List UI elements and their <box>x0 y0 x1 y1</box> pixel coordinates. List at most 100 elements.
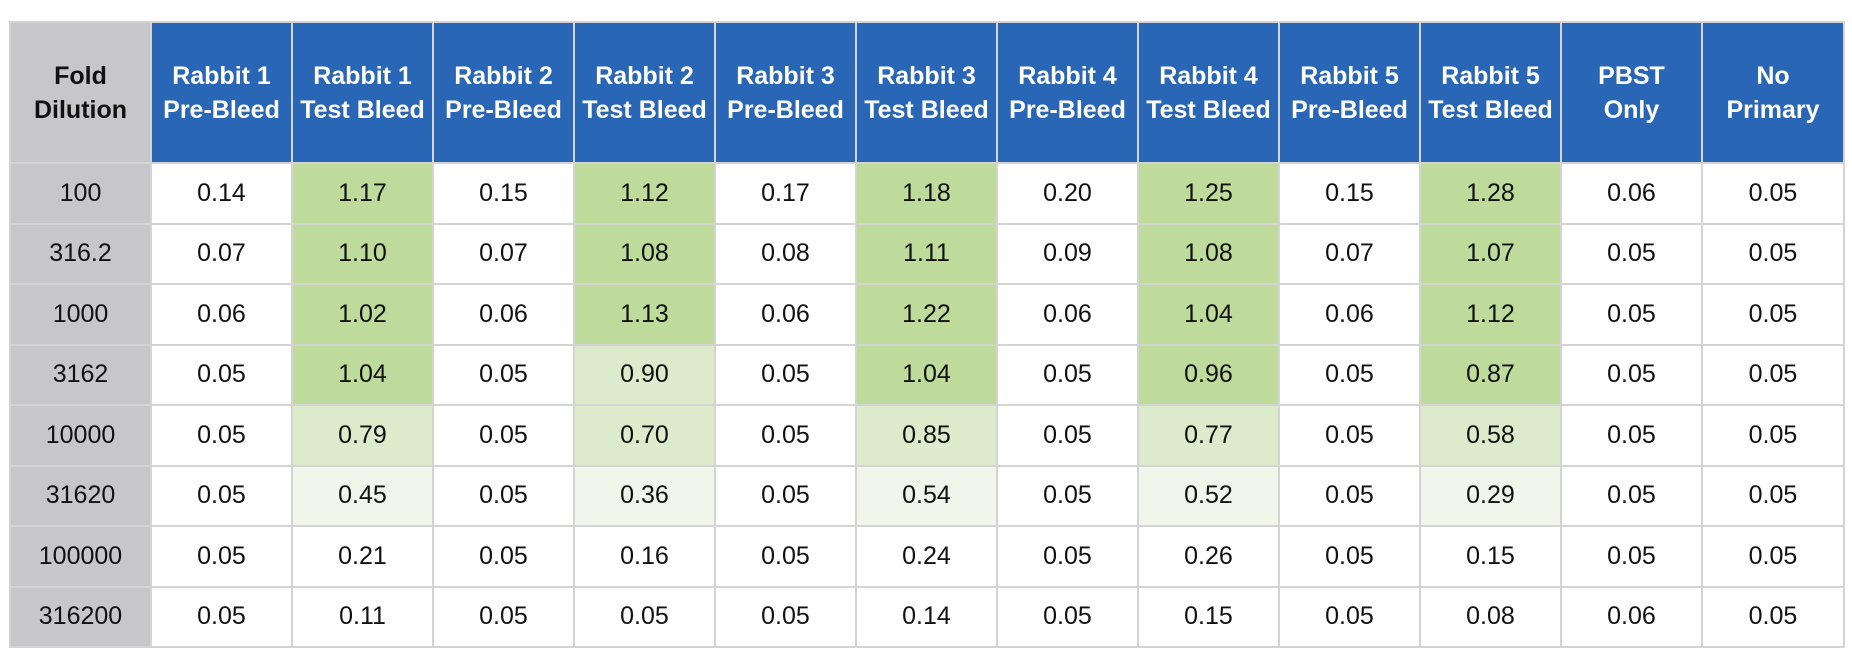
column-header-label: Rabbit 3 Test Bleed <box>864 61 989 124</box>
data-cell: 0.07 <box>150 222 293 285</box>
header-row: Fold Dilution Rabbit 1 Pre-Bleed Rabbit 1… <box>9 21 1845 164</box>
elisa-titer-table-frame: Fold Dilution Rabbit 1 Pre-Bleed Rabbit 1… <box>9 21 1845 648</box>
data-cell: 1.25 <box>1137 162 1280 225</box>
data-cell: 1.04 <box>291 343 434 406</box>
data-cell: 0.45 <box>291 464 434 527</box>
row-header-dilution: 100 <box>9 162 152 225</box>
data-cell: 0.05 <box>573 585 716 648</box>
data-cell: 0.58 <box>1419 404 1562 467</box>
column-header-label: Rabbit 1 Pre-Bleed <box>163 61 280 124</box>
data-cell: 0.05 <box>432 585 575 648</box>
data-cell: 0.05 <box>714 525 857 588</box>
data-cell: 0.05 <box>1701 585 1845 648</box>
data-cell: 1.12 <box>1419 283 1562 346</box>
column-header-label: Rabbit 4 Test Bleed <box>1146 61 1271 124</box>
column-header: Rabbit 5 Test Bleed <box>1419 21 1562 164</box>
data-cell: 0.05 <box>1278 343 1421 406</box>
row-header-dilution: 31620 <box>9 464 152 527</box>
data-cell: 0.05 <box>432 404 575 467</box>
data-cell: 0.06 <box>1560 585 1703 648</box>
data-cell: 1.10 <box>291 222 434 285</box>
corner-header-cell: Fold Dilution <box>9 21 152 164</box>
column-header-label: Rabbit 1 Test Bleed <box>300 61 425 124</box>
data-cell: 0.87 <box>1419 343 1562 406</box>
column-header-label: Rabbit 3 Pre-Bleed <box>727 61 844 124</box>
data-cell: 0.14 <box>150 162 293 225</box>
data-cell: 0.77 <box>1137 404 1280 467</box>
data-cell: 1.04 <box>1137 283 1280 346</box>
data-cell: 1.17 <box>291 162 434 225</box>
data-cell: 0.06 <box>1278 283 1421 346</box>
data-cell: 0.05 <box>996 585 1139 648</box>
data-cell: 0.05 <box>714 343 857 406</box>
data-cell: 0.05 <box>1701 525 1845 588</box>
data-cell: 0.06 <box>714 283 857 346</box>
column-header: Rabbit 5 Pre-Bleed <box>1278 21 1421 164</box>
column-header-label: Rabbit 2 Test Bleed <box>582 61 707 124</box>
data-cell: 0.15 <box>1278 162 1421 225</box>
table-row: 10000 0.05 0.79 0.05 0.70 0.05 0.85 0.05 0.77 0.0… <box>9 404 1845 467</box>
data-cell: 0.05 <box>1701 464 1845 527</box>
data-cell: 0.05 <box>150 525 293 588</box>
column-header: PBST Only <box>1560 21 1703 164</box>
data-cell: 0.05 <box>714 404 857 467</box>
data-cell: 0.05 <box>432 464 575 527</box>
data-cell: 1.22 <box>855 283 998 346</box>
data-cell: 1.11 <box>855 222 998 285</box>
column-header: Rabbit 1 Test Bleed <box>291 21 434 164</box>
data-cell: 0.16 <box>573 525 716 588</box>
column-header: Rabbit 2 Test Bleed <box>573 21 716 164</box>
column-header-label: Rabbit 4 Pre-Bleed <box>1009 61 1126 124</box>
data-cell: 0.05 <box>1701 343 1845 406</box>
data-cell: 0.05 <box>1701 162 1845 225</box>
data-cell: 0.14 <box>855 585 998 648</box>
data-cell: 0.05 <box>1278 464 1421 527</box>
data-cell: 0.96 <box>1137 343 1280 406</box>
data-cell: 0.05 <box>1560 343 1703 406</box>
row-header-dilution: 10000 <box>9 404 152 467</box>
data-cell: 1.08 <box>1137 222 1280 285</box>
data-cell: 0.05 <box>996 404 1139 467</box>
column-header-label: PBST Only <box>1598 61 1665 124</box>
data-cell: 0.06 <box>1560 162 1703 225</box>
column-header: Rabbit 1 Pre-Bleed <box>150 21 293 164</box>
column-header: No Primary <box>1701 21 1845 164</box>
data-cell: 0.05 <box>714 464 857 527</box>
data-cell: 1.08 <box>573 222 716 285</box>
table-body: 100 0.14 1.17 0.15 1.12 0.17 1.18 0.20 1.25 0.15 1… <box>9 162 1845 648</box>
data-cell: 0.06 <box>432 283 575 346</box>
data-cell: 0.05 <box>1701 283 1845 346</box>
table-row: 316.2 0.07 1.10 0.07 1.08 0.08 1.11 0.09 1.08 0.0… <box>9 222 1845 285</box>
row-header-dilution: 1000 <box>9 283 152 346</box>
data-cell: 0.52 <box>1137 464 1280 527</box>
data-cell: 0.05 <box>1560 464 1703 527</box>
table-row: 100000 0.05 0.21 0.05 0.16 0.05 0.24 0.05 0.26 0.… <box>9 525 1845 588</box>
column-header: Rabbit 4 Test Bleed <box>1137 21 1280 164</box>
data-cell: 0.29 <box>1419 464 1562 527</box>
data-cell: 0.79 <box>291 404 434 467</box>
data-cell: 1.04 <box>855 343 998 406</box>
data-cell: 1.02 <box>291 283 434 346</box>
column-header-label: Rabbit 2 Pre-Bleed <box>445 61 562 124</box>
row-header-dilution: 100000 <box>9 525 152 588</box>
data-cell: 0.08 <box>714 222 857 285</box>
data-cell: 0.90 <box>573 343 716 406</box>
data-cell: 1.13 <box>573 283 716 346</box>
data-cell: 0.85 <box>855 404 998 467</box>
elisa-titer-table: Fold Dilution Rabbit 1 Pre-Bleed Rabbit 1… <box>9 21 1845 648</box>
data-cell: 0.05 <box>1278 585 1421 648</box>
data-cell: 0.15 <box>1419 525 1562 588</box>
data-cell: 1.28 <box>1419 162 1562 225</box>
data-cell: 0.20 <box>996 162 1139 225</box>
data-cell: 0.24 <box>855 525 998 588</box>
column-header: Rabbit 4 Pre-Bleed <box>996 21 1139 164</box>
data-cell: 0.05 <box>1560 404 1703 467</box>
data-cell: 0.06 <box>996 283 1139 346</box>
data-cell: 0.05 <box>1701 404 1845 467</box>
data-cell: 0.15 <box>432 162 575 225</box>
data-cell: 0.07 <box>432 222 575 285</box>
data-cell: 0.70 <box>573 404 716 467</box>
row-header-dilution: 316200 <box>9 585 152 648</box>
data-cell: 0.05 <box>150 343 293 406</box>
data-cell: 0.08 <box>1419 585 1562 648</box>
